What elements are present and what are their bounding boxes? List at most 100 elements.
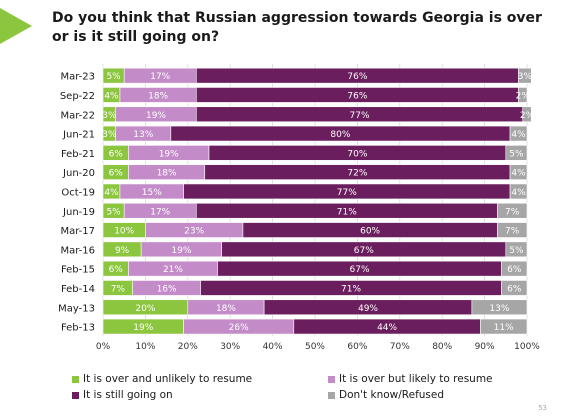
data-label: 5% bbox=[106, 72, 121, 82]
bar-segment bbox=[505, 241, 528, 258]
bar-segment bbox=[497, 222, 528, 238]
data-label: 7% bbox=[111, 284, 126, 294]
data-label: 71% bbox=[337, 207, 357, 217]
data-label: 6% bbox=[109, 265, 124, 275]
x-tick-label: 70% bbox=[390, 342, 410, 352]
accent-triangle bbox=[0, 8, 32, 44]
data-label: 19% bbox=[146, 111, 166, 121]
data-label: 76% bbox=[347, 72, 367, 82]
data-label: 6% bbox=[507, 284, 522, 294]
data-label: 11% bbox=[494, 323, 514, 333]
legend-item-over-unlikely: It is over and unlikely to resume bbox=[72, 373, 252, 385]
data-label: 3% bbox=[102, 111, 117, 121]
legend-label: It is over and unlikely to resume bbox=[83, 373, 253, 385]
data-label: 76% bbox=[347, 91, 367, 101]
data-label: 20% bbox=[135, 304, 155, 314]
page-number: 53 bbox=[538, 404, 547, 412]
data-label: 13% bbox=[133, 130, 153, 140]
category-label: Jun-19 bbox=[62, 207, 95, 218]
x-tick-label: 60% bbox=[347, 342, 367, 352]
data-label: 77% bbox=[350, 111, 370, 121]
data-label: 71% bbox=[341, 284, 361, 294]
data-label: 10% bbox=[114, 227, 134, 237]
data-label: 18% bbox=[216, 304, 236, 314]
x-tick-label: 30% bbox=[220, 342, 240, 352]
category-label: Feb-15 bbox=[61, 265, 95, 276]
bar-segment bbox=[509, 125, 528, 142]
x-tick-label: 90% bbox=[475, 342, 495, 352]
legend-swatch bbox=[328, 375, 335, 383]
bar-segment bbox=[518, 67, 532, 84]
x-tick-label: 50% bbox=[305, 342, 325, 352]
bar-segment bbox=[501, 260, 528, 277]
data-label: 49% bbox=[358, 304, 378, 314]
category-label: May-13 bbox=[58, 303, 95, 314]
data-label: 9% bbox=[115, 246, 130, 256]
category-label: Feb-13 bbox=[61, 323, 95, 334]
category-label: Oct-19 bbox=[61, 187, 95, 198]
category-label: Jun-21 bbox=[62, 130, 95, 141]
category-label: Feb-21 bbox=[61, 149, 95, 160]
bar-segment bbox=[505, 145, 528, 161]
data-label: 4% bbox=[511, 188, 526, 198]
legend-label: Don't know/Refused bbox=[339, 389, 445, 401]
data-label: 60% bbox=[360, 227, 380, 237]
data-label: 17% bbox=[150, 207, 170, 217]
data-label: 3% bbox=[518, 72, 533, 82]
data-label: 4% bbox=[104, 188, 119, 198]
x-tick-label: 40% bbox=[263, 342, 283, 352]
data-label: 15% bbox=[142, 188, 162, 198]
x-tick-label: 0% bbox=[96, 342, 111, 352]
data-label: 17% bbox=[150, 72, 170, 82]
data-label: 4% bbox=[104, 91, 119, 101]
data-label: 19% bbox=[159, 149, 179, 159]
data-label: 6% bbox=[109, 149, 124, 159]
data-label: 67% bbox=[350, 265, 370, 275]
data-label: 18% bbox=[157, 169, 177, 179]
data-label: 19% bbox=[133, 323, 153, 333]
legend-label: It is over but likely to resume bbox=[339, 373, 493, 385]
data-label: 6% bbox=[109, 169, 124, 179]
data-label: 23% bbox=[184, 227, 204, 237]
x-tick-label: 80% bbox=[432, 342, 452, 352]
bar-segment bbox=[471, 299, 528, 316]
bar-segment bbox=[518, 87, 528, 103]
bar-segment bbox=[509, 183, 528, 200]
data-label: 5% bbox=[106, 207, 121, 217]
data-label: 7% bbox=[505, 227, 520, 237]
x-tick-label: 20% bbox=[178, 342, 198, 352]
x-tick-label: 10% bbox=[135, 342, 155, 352]
bar-segment bbox=[501, 280, 528, 296]
legend-item-still-going: It is still going on bbox=[72, 389, 173, 401]
legend-swatch bbox=[328, 391, 335, 399]
data-label: 16% bbox=[157, 284, 177, 294]
legend-swatch bbox=[72, 375, 79, 383]
bar-segment bbox=[480, 318, 528, 335]
data-label: 3% bbox=[102, 130, 117, 140]
bar-segment bbox=[497, 202, 528, 219]
category-label: Mar-17 bbox=[60, 226, 95, 237]
data-label: 19% bbox=[171, 246, 191, 256]
data-label: 77% bbox=[337, 188, 357, 198]
legend-item-over-likely: It is over but likely to resume bbox=[328, 373, 493, 385]
data-label: 5% bbox=[509, 149, 524, 159]
data-label: 26% bbox=[229, 323, 249, 333]
data-label: 67% bbox=[354, 246, 374, 256]
bar-segment bbox=[522, 106, 532, 123]
data-label: 70% bbox=[347, 149, 367, 159]
x-tick-label: 100% bbox=[514, 342, 540, 352]
data-label: 2% bbox=[516, 91, 531, 101]
data-label: 4% bbox=[511, 169, 526, 179]
data-label: 5% bbox=[509, 246, 524, 256]
data-label: 21% bbox=[163, 265, 183, 275]
data-label: 7% bbox=[505, 207, 520, 217]
category-label: Jun-20 bbox=[62, 168, 95, 179]
legend-swatch bbox=[72, 391, 79, 399]
bar-segment bbox=[509, 164, 528, 180]
legend-item-dont-know: Don't know/Refused bbox=[328, 389, 444, 401]
data-label: 80% bbox=[330, 130, 350, 140]
data-label: 44% bbox=[377, 323, 397, 333]
category-label: Mar-16 bbox=[60, 245, 95, 256]
data-label: 6% bbox=[507, 265, 522, 275]
